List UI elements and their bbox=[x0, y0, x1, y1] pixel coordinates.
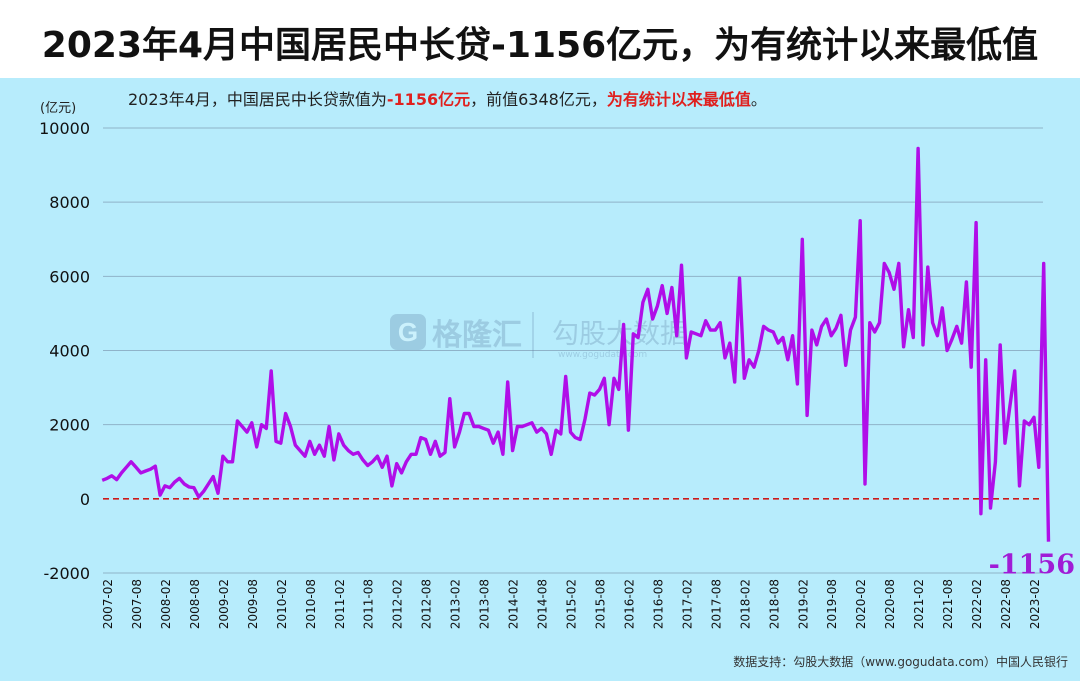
chart-subtitle: 2023年4月，中国居民中长贷款值为-1156亿元，前值6348亿元，为有统计以… bbox=[128, 86, 767, 110]
watermark-logo-letter: G bbox=[398, 317, 418, 347]
x-tick-label: 2011-02 bbox=[333, 579, 347, 629]
x-tick-label: 2015-02 bbox=[565, 579, 579, 629]
x-tick-label: 2015-08 bbox=[593, 579, 607, 629]
x-tick-label: 2009-08 bbox=[246, 579, 260, 629]
x-tick-label: 2012-02 bbox=[391, 579, 405, 629]
y-axis-unit-label: (亿元) bbox=[40, 101, 76, 116]
y-tick-label: 8000 bbox=[49, 193, 90, 212]
x-tick-label: 2012-08 bbox=[420, 579, 434, 629]
subtitle-highlight-record: 为有统计以来最低值 bbox=[606, 90, 751, 109]
chart-title: 2023年4月中国居民中长贷-1156亿元，为有统计以来最低值 bbox=[41, 25, 1039, 66]
series-line bbox=[101, 146, 1051, 542]
subtitle-part1: 2023年4月，中国居民中长贷款值为 bbox=[128, 90, 387, 109]
y-axis-ticks: -2000 0 2000 4000 6000 8000 10000 bbox=[39, 119, 90, 583]
gridlines bbox=[103, 127, 1043, 574]
x-tick-label: 2013-02 bbox=[449, 579, 463, 629]
watermark-brand-gelonghui: 格隆汇 bbox=[432, 318, 522, 353]
end-value-label: -1156 bbox=[989, 550, 1075, 581]
x-tick-label: 2008-08 bbox=[188, 579, 202, 629]
x-tick-label: 2010-02 bbox=[275, 579, 289, 629]
data-source-note: 数据支持：勾股大数据（www.gogudata.com）中国人民银行 bbox=[733, 655, 1068, 669]
x-tick-label: 2014-02 bbox=[507, 579, 521, 629]
watermark-logo-icon bbox=[390, 314, 426, 350]
subtitle-part3: 。 bbox=[750, 90, 767, 109]
x-tick-label: 2007-02 bbox=[101, 579, 115, 629]
x-tick-label: 2018-08 bbox=[767, 579, 781, 629]
x-axis-ticks: 2007-02 2007-08 2008-02 2008-08 2009-02 2009-… bbox=[101, 579, 1042, 629]
series-group bbox=[101, 146, 1051, 542]
subtitle-part2: ，前值6348亿元， bbox=[470, 90, 607, 109]
x-tick-label: 2016-02 bbox=[622, 579, 636, 629]
x-tick-label: 2009-02 bbox=[217, 579, 231, 629]
y-tick-label: -2000 bbox=[44, 564, 91, 583]
x-tick-label: 2017-08 bbox=[709, 579, 723, 629]
x-tick-label: 2014-08 bbox=[536, 579, 550, 629]
x-tick-label: 2019-02 bbox=[796, 579, 810, 629]
y-tick-label: 2000 bbox=[49, 416, 90, 435]
x-tick-label: 2016-08 bbox=[651, 579, 665, 629]
x-tick-label: 2010-08 bbox=[304, 579, 318, 629]
x-tick-label: 2021-02 bbox=[912, 579, 926, 629]
watermark: G 格隆汇 勾股大数据 www.gogudata.com bbox=[390, 312, 687, 360]
x-tick-label: 2018-02 bbox=[738, 579, 752, 629]
y-tick-label: 6000 bbox=[49, 267, 90, 286]
x-tick-label: 2020-08 bbox=[883, 579, 897, 629]
x-tick-label: 2007-08 bbox=[130, 579, 144, 629]
x-tick-label: 2022-08 bbox=[999, 579, 1013, 629]
x-tick-label: 2021-08 bbox=[941, 579, 955, 629]
subtitle-highlight-value: -1156亿元 bbox=[386, 90, 471, 109]
y-tick-label: 10000 bbox=[39, 119, 90, 138]
x-tick-label: 2011-08 bbox=[362, 579, 376, 629]
x-tick-label: 2008-02 bbox=[159, 579, 173, 629]
y-tick-label: 4000 bbox=[49, 342, 90, 361]
x-tick-label: 2013-08 bbox=[478, 579, 492, 629]
watermark-url: www.gogudata.com bbox=[558, 350, 647, 360]
x-tick-label: 2017-02 bbox=[680, 579, 694, 629]
x-tick-label: 2020-02 bbox=[854, 579, 868, 629]
x-tick-label: 2022-02 bbox=[970, 579, 984, 629]
title-bar: 2023年4月中国居民中长贷-1156亿元，为有统计以来最低值 bbox=[0, 0, 1080, 78]
x-tick-label: 2023-02 bbox=[1028, 579, 1042, 629]
x-tick-label: 2019-08 bbox=[825, 579, 839, 629]
y-tick-label: 0 bbox=[80, 490, 90, 509]
watermark-brand-gogudata: 勾股大数据 bbox=[552, 319, 687, 350]
